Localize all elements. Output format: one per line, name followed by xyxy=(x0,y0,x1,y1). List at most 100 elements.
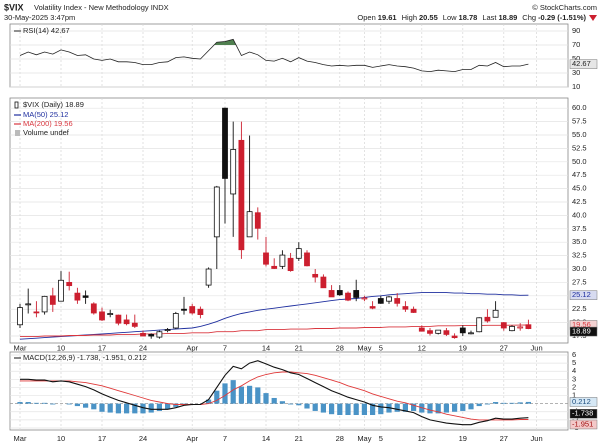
y-tick-label: 52.5 xyxy=(572,143,587,152)
candle-body xyxy=(279,254,286,267)
histogram-bar xyxy=(91,403,97,410)
histogram-bar xyxy=(173,403,179,407)
legend-entry: $VIX (Daily) 18.89 xyxy=(23,100,84,109)
x-tick-label: 7 xyxy=(223,343,227,352)
candle-body xyxy=(459,327,466,334)
histogram-bar xyxy=(25,402,31,404)
y-tick-label: 37.5 xyxy=(572,224,587,233)
candle-body xyxy=(418,327,425,332)
histogram-bar xyxy=(394,403,400,412)
last-value-tag xyxy=(569,419,598,430)
candle-body xyxy=(164,329,171,331)
candle-body xyxy=(107,313,114,315)
histogram-bar xyxy=(66,403,72,405)
y-tick-label: 50 xyxy=(572,54,580,63)
quote-label: Chg xyxy=(522,13,536,22)
candle-body xyxy=(222,107,228,179)
x-tick-label: 19 xyxy=(459,434,467,443)
candle-body xyxy=(205,268,212,286)
moving-average-line xyxy=(19,292,529,340)
y-tick-label: 3 xyxy=(572,374,576,383)
histogram-bar xyxy=(329,403,335,415)
candle-body xyxy=(369,306,376,309)
y-tick-label: 55.0 xyxy=(572,130,587,139)
candle-body xyxy=(353,290,360,298)
histogram-bar xyxy=(402,403,408,412)
candle-body xyxy=(246,211,253,238)
x-tick-label: Mar xyxy=(14,343,27,352)
x-tick-label: 28 xyxy=(336,343,344,352)
x-tick-label: 17 xyxy=(98,434,106,443)
quote-value: -0.29 (-1.51%) xyxy=(538,13,586,22)
histogram-bar xyxy=(411,403,417,411)
histogram-bar xyxy=(353,403,359,415)
y-tick-label: 6 xyxy=(572,350,576,359)
x-tick-label: 12 xyxy=(418,434,426,443)
candle-body xyxy=(254,212,261,229)
quote: Open 19.61 High 20.55 Low 18.78 Last 18.89 Chg -0… xyxy=(357,13,586,22)
candle-body xyxy=(115,314,122,324)
y-tick-label: 57.5 xyxy=(572,117,587,126)
histogram-bar xyxy=(247,385,253,404)
x-tick-label: 12 xyxy=(418,343,426,352)
histogram-bar xyxy=(476,403,482,407)
histogram-bar xyxy=(17,402,23,404)
histogram-bar xyxy=(255,387,261,404)
histogram-bar xyxy=(337,403,343,415)
moving-average-line xyxy=(20,324,529,338)
candle-body xyxy=(271,265,278,269)
y-tick-label: 4 xyxy=(572,366,576,375)
candle-body xyxy=(394,298,401,304)
histogram-bar xyxy=(279,401,285,404)
candle-body xyxy=(66,282,73,287)
candle-body xyxy=(328,290,335,298)
quote-value: 18.78 xyxy=(459,13,478,22)
candle-body xyxy=(509,325,515,332)
macd-line xyxy=(20,360,529,426)
y-tick-label: 60.0 xyxy=(572,103,587,112)
histogram-bar xyxy=(501,402,507,404)
y-tick-label: 35.0 xyxy=(572,237,587,246)
histogram-bar xyxy=(156,403,162,411)
y-tick-label: 30.0 xyxy=(572,264,587,273)
candle-body xyxy=(345,292,351,301)
candle-body xyxy=(181,308,187,311)
candle-body xyxy=(172,313,179,329)
y-tick-label: 50.0 xyxy=(572,157,587,166)
histogram-bar xyxy=(525,401,531,404)
candle-body xyxy=(49,295,56,305)
last-value-tag xyxy=(569,408,598,419)
y-tick-label: 22.5 xyxy=(572,304,587,313)
y-tick-label: 10 xyxy=(572,82,580,91)
histogram-bar xyxy=(435,403,441,414)
last-value-label: 18.89 xyxy=(572,327,591,336)
histogram-bar xyxy=(320,403,326,413)
last-value-tag xyxy=(569,326,598,337)
candle-body xyxy=(443,330,450,335)
candle-body xyxy=(410,308,417,313)
candle-body xyxy=(386,296,392,302)
y-tick-label: 42.5 xyxy=(572,197,587,206)
y-tick-label: 2 xyxy=(572,382,576,391)
y-tick-label: 70 xyxy=(572,40,580,49)
histogram-bar xyxy=(517,402,523,404)
candle-body xyxy=(476,317,483,333)
candle-body xyxy=(287,257,294,272)
y-tick-label: 27.5 xyxy=(572,277,587,286)
y-tick-label: 30 xyxy=(572,68,580,77)
histogram-bar xyxy=(484,403,490,405)
quote-value: 18.89 xyxy=(499,13,518,22)
quote-label: High xyxy=(402,13,417,22)
candle-body xyxy=(336,290,343,296)
histogram-bar xyxy=(206,399,212,404)
panel xyxy=(9,23,569,88)
legend-entry: RSI(14) 42.67 xyxy=(23,26,70,35)
histogram-bar xyxy=(42,402,48,404)
histogram-bar xyxy=(165,403,171,410)
y-tick-label: -2 xyxy=(572,415,579,424)
x-tick-label: 17 xyxy=(98,343,106,352)
candle-body xyxy=(500,322,507,329)
candle-body xyxy=(33,311,40,314)
x-tick-label: 7 xyxy=(223,434,227,443)
histogram-bar xyxy=(493,402,499,404)
